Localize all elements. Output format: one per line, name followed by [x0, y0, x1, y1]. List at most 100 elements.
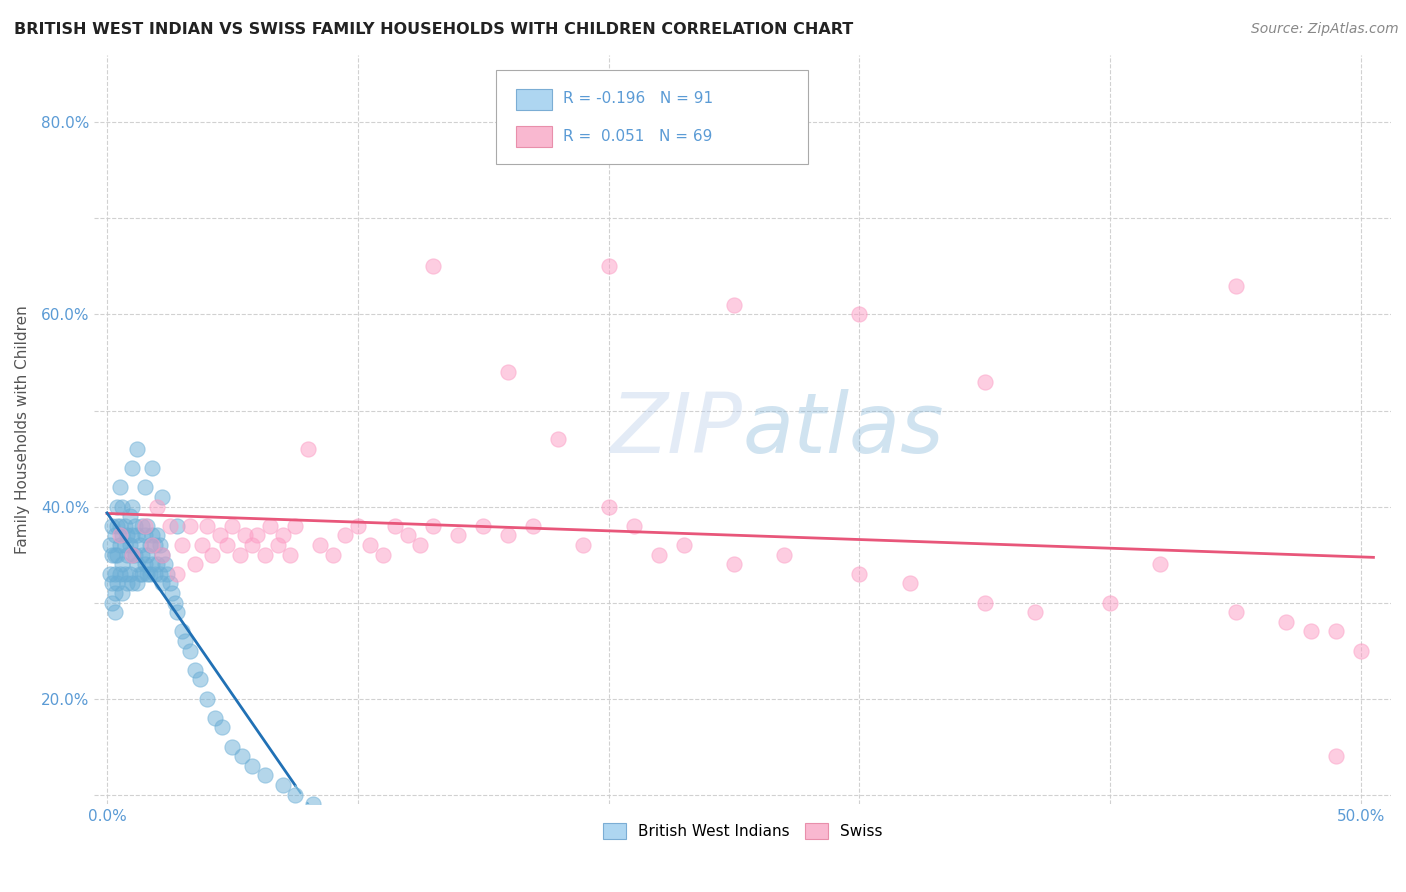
Point	[124, 548, 146, 562]
Text: Source: ZipAtlas.com: Source: ZipAtlas.com	[1251, 22, 1399, 37]
Point	[472, 518, 495, 533]
Point	[101, 518, 124, 533]
Point	[242, 759, 264, 773]
Point	[121, 576, 143, 591]
Point	[271, 528, 294, 542]
Point	[166, 518, 188, 533]
Point	[1225, 278, 1247, 293]
Point	[623, 518, 645, 533]
Point	[111, 528, 134, 542]
Point	[1324, 749, 1347, 764]
Text: ZIP: ZIP	[610, 389, 742, 470]
Point	[115, 548, 138, 562]
Point	[111, 586, 134, 600]
Point	[271, 778, 294, 792]
Point	[384, 518, 406, 533]
Point	[121, 528, 143, 542]
Point	[108, 528, 131, 542]
Point	[233, 528, 256, 542]
Text: R = -0.196   N = 91: R = -0.196 N = 91	[562, 91, 713, 106]
Point	[150, 490, 173, 504]
Point	[150, 576, 173, 591]
Point	[723, 558, 745, 572]
Point	[301, 797, 323, 812]
Point	[98, 566, 121, 581]
Point	[322, 806, 344, 821]
Point	[111, 558, 134, 572]
FancyBboxPatch shape	[516, 89, 553, 110]
Point	[103, 605, 125, 619]
Point	[322, 548, 344, 562]
Point	[648, 548, 671, 562]
Point	[1350, 643, 1372, 657]
Point	[447, 528, 470, 542]
Point	[259, 518, 281, 533]
Point	[422, 260, 444, 274]
Point	[572, 538, 595, 552]
FancyBboxPatch shape	[516, 127, 553, 147]
Point	[127, 558, 149, 572]
Point	[195, 518, 218, 533]
Point	[409, 538, 432, 552]
Point	[103, 528, 125, 542]
Point	[105, 518, 128, 533]
Point	[114, 518, 136, 533]
Point	[101, 576, 124, 591]
Point	[128, 538, 150, 552]
Point	[973, 375, 995, 389]
Point	[103, 566, 125, 581]
Point	[105, 576, 128, 591]
Point	[98, 538, 121, 552]
Point	[114, 566, 136, 581]
Point	[335, 528, 357, 542]
Point	[188, 673, 211, 687]
Point	[266, 538, 288, 552]
Point	[422, 518, 444, 533]
Point	[166, 566, 188, 581]
Point	[115, 576, 138, 591]
Point	[547, 433, 569, 447]
Point	[128, 566, 150, 581]
Point	[136, 566, 159, 581]
Point	[127, 442, 149, 456]
Point	[1274, 615, 1296, 629]
Point	[156, 566, 179, 581]
Point	[108, 538, 131, 552]
Point	[1324, 624, 1347, 639]
Point	[242, 538, 264, 552]
Point	[108, 566, 131, 581]
Point	[121, 548, 143, 562]
Point	[121, 548, 143, 562]
Legend: British West Indians, Swiss: British West Indians, Swiss	[596, 817, 889, 846]
Point	[141, 558, 163, 572]
Point	[231, 749, 253, 764]
Point	[773, 548, 796, 562]
Point	[138, 566, 160, 581]
Text: BRITISH WEST INDIAN VS SWISS FAMILY HOUSEHOLDS WITH CHILDREN CORRELATION CHART: BRITISH WEST INDIAN VS SWISS FAMILY HOUS…	[14, 22, 853, 37]
Point	[121, 500, 143, 514]
Point	[1299, 624, 1322, 639]
Point	[672, 538, 695, 552]
Point	[150, 548, 173, 562]
Point	[149, 538, 172, 552]
Point	[253, 768, 276, 782]
Point	[848, 566, 870, 581]
Point	[396, 528, 419, 542]
Point	[118, 538, 141, 552]
Point	[1024, 605, 1046, 619]
Point	[141, 461, 163, 475]
Point	[108, 480, 131, 494]
Point	[127, 576, 149, 591]
Point	[211, 721, 233, 735]
Point	[146, 500, 169, 514]
Point	[172, 538, 194, 552]
Point	[118, 509, 141, 524]
Text: atlas: atlas	[742, 389, 945, 470]
Point	[105, 500, 128, 514]
Point	[208, 528, 231, 542]
Point	[134, 518, 156, 533]
Point	[150, 548, 173, 562]
Point	[166, 605, 188, 619]
Point	[131, 548, 153, 562]
Point	[284, 518, 307, 533]
